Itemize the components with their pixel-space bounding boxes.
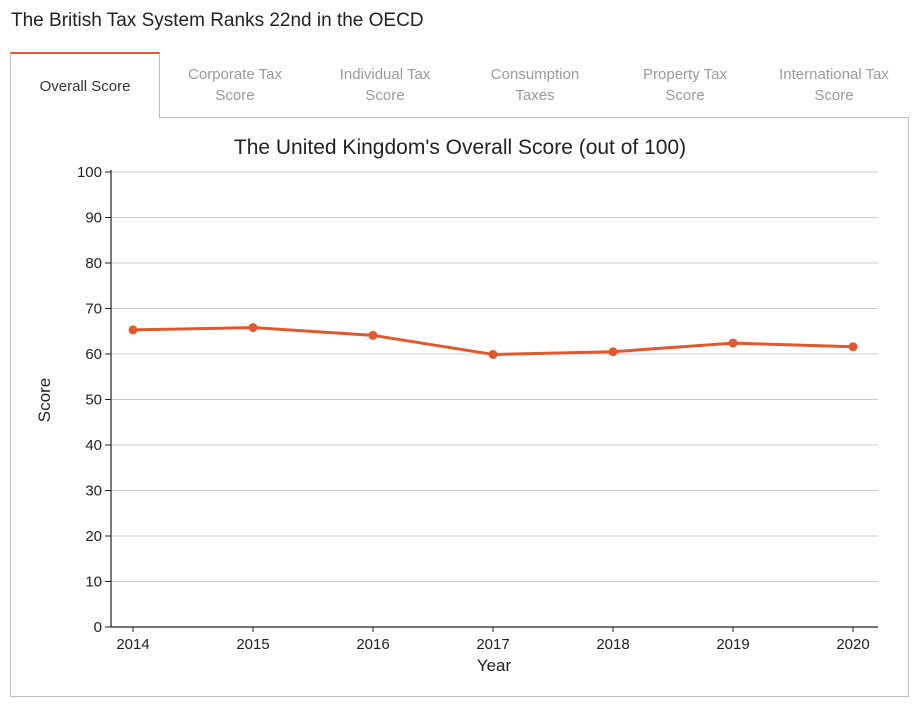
page-title: The British Tax System Ranks 22nd in the… <box>11 10 424 31</box>
y-tick-label: 0 <box>94 619 102 636</box>
tab-bar: Overall Score Corporate Tax Score Indivi… <box>10 52 910 118</box>
y-tick-label: 10 <box>85 574 102 591</box>
tab-label: Individual Tax Score <box>339 65 431 104</box>
data-point <box>368 330 378 340</box>
x-tick-label: 2016 <box>356 636 389 653</box>
axes: 0 10 20 30 40 50 60 70 80 90 100 2014 2015 2016 2017 20… <box>77 164 878 653</box>
y-tick-label: 20 <box>85 528 102 545</box>
tab-label: International Tax Score <box>779 65 889 104</box>
tab-overall-score[interactable]: Overall Score <box>10 52 160 118</box>
active-tab-join <box>11 116 159 119</box>
tab-consumption-taxes[interactable]: Consumption Taxes <box>460 52 610 117</box>
data-point <box>608 347 618 357</box>
chart-title: The United Kingdom's Overall Score (out … <box>234 136 686 159</box>
x-tick-label: 2019 <box>716 636 749 653</box>
y-tick-label: 40 <box>85 437 102 454</box>
x-tick-label: 2015 <box>236 636 269 653</box>
x-axis-label: Year <box>477 656 512 675</box>
tab-individual-tax-score[interactable]: Individual Tax Score <box>310 52 460 117</box>
tab-international-tax-score[interactable]: International Tax Score <box>760 52 908 117</box>
tab-label: Property Tax Score <box>643 65 727 104</box>
data-point <box>848 342 858 352</box>
x-tick-label: 2014 <box>116 636 149 653</box>
x-tick-label: 2017 <box>476 636 509 653</box>
y-tick-label: 70 <box>85 301 102 318</box>
data-point <box>128 325 138 335</box>
tab-property-tax-score[interactable]: Property Tax Score <box>610 52 760 117</box>
data-point <box>248 323 258 333</box>
series <box>128 323 858 359</box>
tab-label: Corporate Tax Score <box>188 65 282 104</box>
tab-label: Consumption Taxes <box>490 65 580 104</box>
chart-panel <box>10 117 909 697</box>
tab-corporate-tax-score[interactable]: Corporate Tax Score <box>160 52 310 117</box>
x-tick-label: 2018 <box>596 636 629 653</box>
gridlines <box>111 171 878 582</box>
data-point <box>728 338 738 348</box>
y-axis-label: Score <box>35 378 54 422</box>
y-tick-label: 90 <box>85 210 102 227</box>
y-tick-label: 60 <box>85 346 102 363</box>
x-tick-label: 2020 <box>836 636 869 653</box>
y-tick-label: 100 <box>77 164 102 181</box>
y-tick-label: 80 <box>85 255 102 272</box>
y-tick-label: 30 <box>85 483 102 500</box>
tab-label: Overall Score <box>39 77 131 95</box>
data-point <box>488 349 498 359</box>
y-tick-label: 50 <box>85 392 102 409</box>
